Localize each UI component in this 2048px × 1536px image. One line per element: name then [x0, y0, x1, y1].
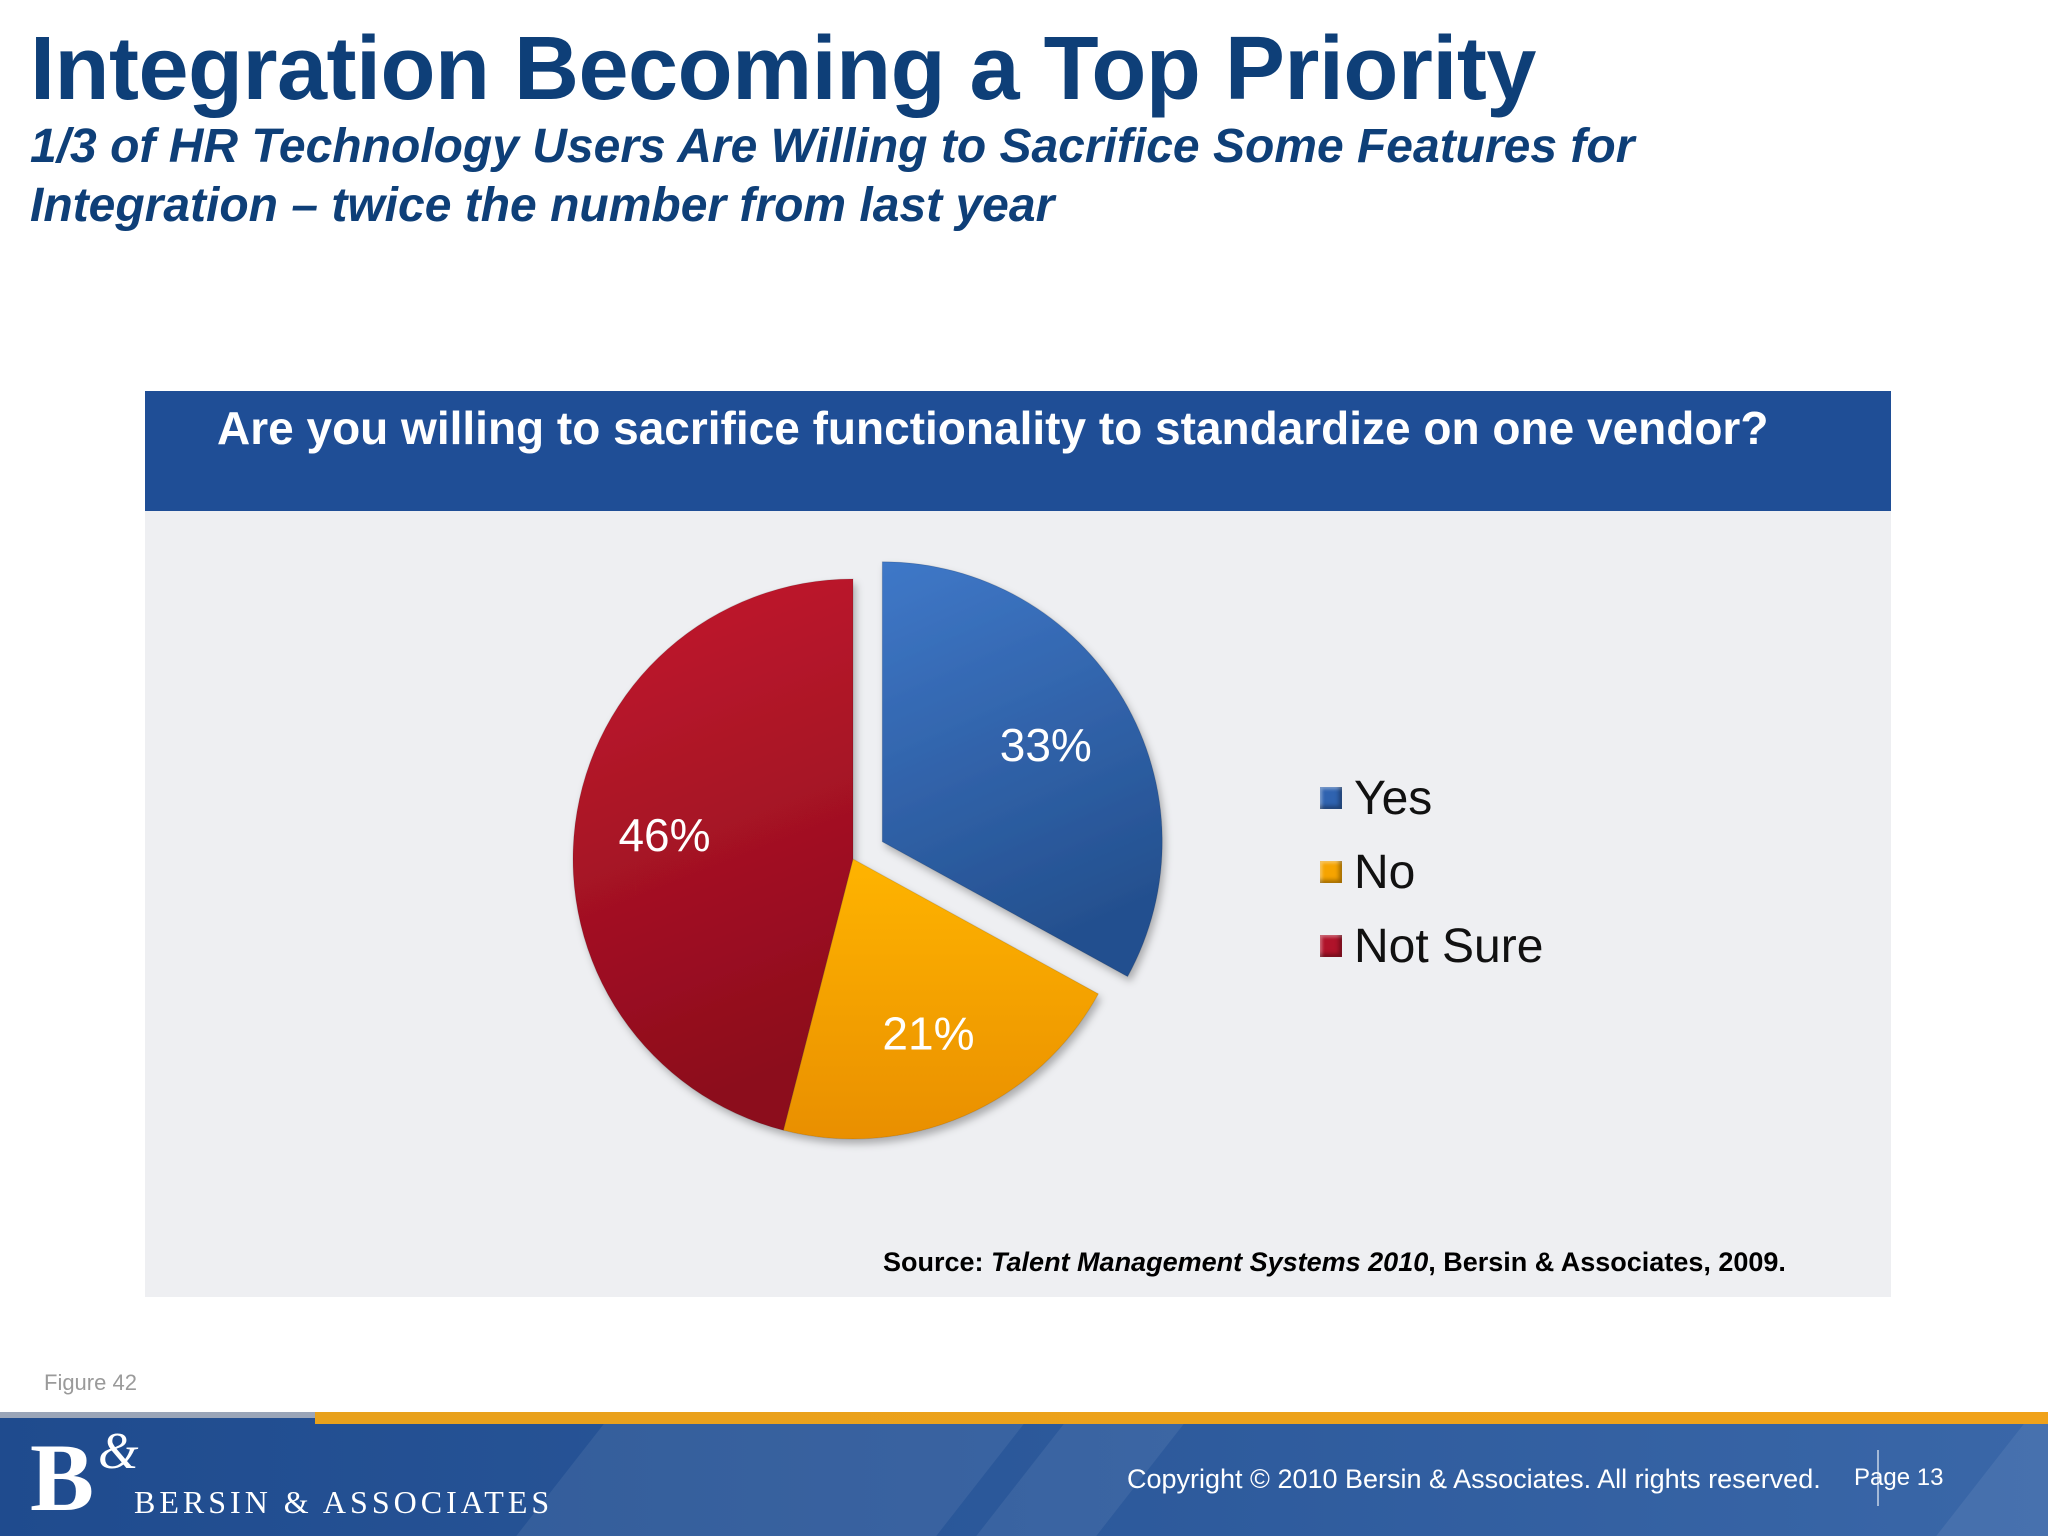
pie-slice-not-sure	[572, 578, 854, 1131]
legend-swatch-not-sure	[1320, 935, 1342, 957]
pie-chart: 33% 21% 46%	[572, 561, 1163, 1140]
logo-mark: B	[30, 1424, 95, 1531]
legend-swatch-yes	[1320, 787, 1342, 809]
chart-header: Are you willing to sacrifice functionali…	[145, 391, 1891, 511]
chart-title: Are you willing to sacrifice functionali…	[217, 402, 1769, 454]
footer-stripe	[315, 1412, 2048, 1424]
data-label-no: 21%	[882, 1007, 974, 1059]
source-label: Source:	[883, 1247, 984, 1277]
copyright-text: Copyright © 2010 Bersin & Associates. Al…	[1127, 1464, 1821, 1494]
legend-item-not-sure: Not Sure	[1320, 909, 1543, 983]
legend-swatch-no	[1320, 861, 1342, 883]
data-label-yes: 33%	[1000, 719, 1092, 771]
legend-label-no: No	[1354, 845, 1416, 899]
footer-stripe-gray	[0, 1412, 315, 1418]
legend-item-no: No	[1320, 835, 1543, 909]
source-rest: , Bersin & Associates, 2009.	[1428, 1247, 1786, 1277]
page-divider	[1877, 1450, 1879, 1506]
slide-subtitle: 1/3 of HR Technology Users Are Willing t…	[30, 120, 1635, 232]
legend-label-yes: Yes	[1354, 771, 1433, 825]
figure-label: Figure 42	[44, 1370, 137, 1395]
footer-band	[516, 1424, 1024, 1536]
pie-slice-no	[782, 858, 1100, 1140]
chart-panel: Are you willing to sacrifice functionali…	[145, 391, 1891, 1297]
source-title: Talent Management Systems 2010	[991, 1247, 1429, 1277]
chart-legend: Yes No Not Sure	[1320, 761, 1543, 983]
legend-label-not-sure: Not Sure	[1354, 919, 1544, 973]
logo-text: BERSIN & ASSOCIATES	[134, 1484, 554, 1520]
footer-band	[1936, 1424, 2048, 1536]
footer-bar: B & BERSIN & ASSOCIATES Copyright © 2010…	[0, 1412, 2048, 1536]
page-number: Page 13	[1854, 1464, 1944, 1491]
logo-ampersand: &	[98, 1423, 139, 1480]
chart-source: Source: Talent Management Systems 2010, …	[883, 1247, 1786, 1278]
slide-title: Integration Becoming a Top Priority	[30, 19, 1536, 119]
pie-slice-yes	[881, 561, 1163, 978]
data-label-not-sure: 46%	[618, 809, 710, 861]
legend-item-yes: Yes	[1320, 761, 1543, 835]
